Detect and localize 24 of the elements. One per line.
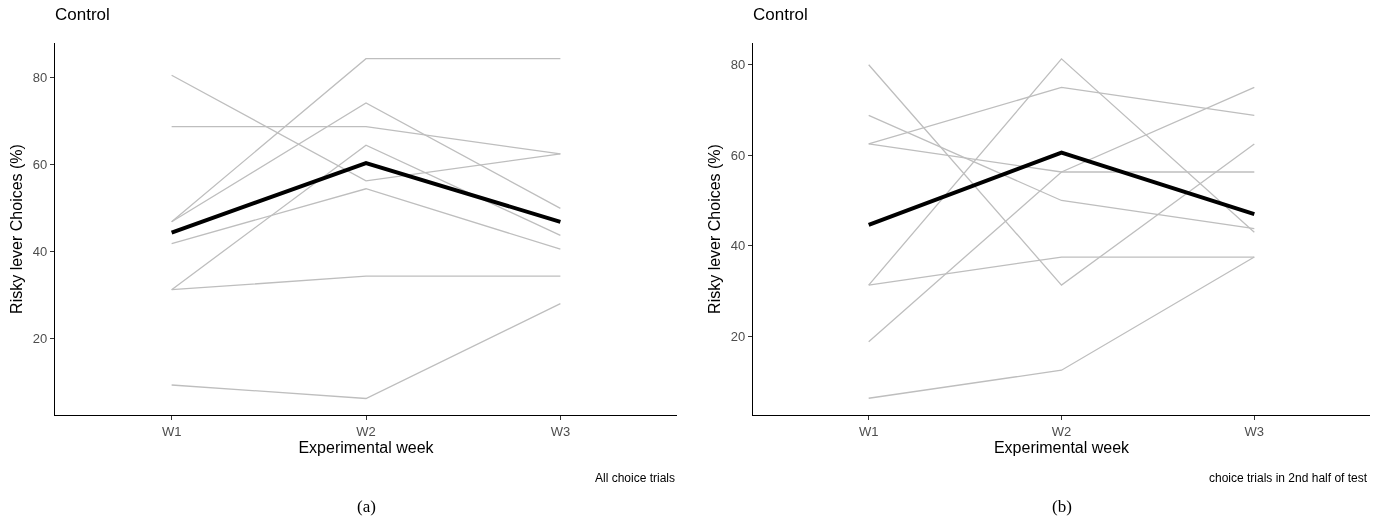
y-tick-label: 80 <box>730 57 746 73</box>
y-tick-label: 20 <box>32 331 48 347</box>
x-tick-label: W1 <box>161 423 182 439</box>
text: (a) <box>357 497 376 516</box>
y-tick-label: 20 <box>730 328 746 344</box>
y-tick-label: 80 <box>32 70 48 86</box>
x-tick-label: W3 <box>1244 423 1265 439</box>
y-axis-title: Risky lever Choices (%) <box>705 144 723 314</box>
x-tick-label: W2 <box>1051 423 1072 439</box>
chart-title: Control <box>55 4 110 24</box>
x-axis-title: Experimental week <box>993 439 1131 457</box>
text: (b) <box>1052 497 1072 516</box>
x-axis-title: Experimental week <box>298 439 435 457</box>
y-tick-label: 60 <box>32 157 48 173</box>
y-tick-label: 40 <box>32 244 48 260</box>
chart-title: Control <box>753 4 808 24</box>
text: choice trials in 2nd half of test <box>1209 471 1368 485</box>
text: All choice trials <box>595 471 676 485</box>
y-tick-label: 40 <box>730 238 746 254</box>
x-tick-label: W3 <box>550 423 571 439</box>
y-tick-label: 60 <box>730 147 746 163</box>
x-tick-label: W1 <box>858 423 879 439</box>
x-tick-label: W2 <box>356 423 376 439</box>
y-axis-title: Risky lever Choices (%) <box>7 144 25 314</box>
